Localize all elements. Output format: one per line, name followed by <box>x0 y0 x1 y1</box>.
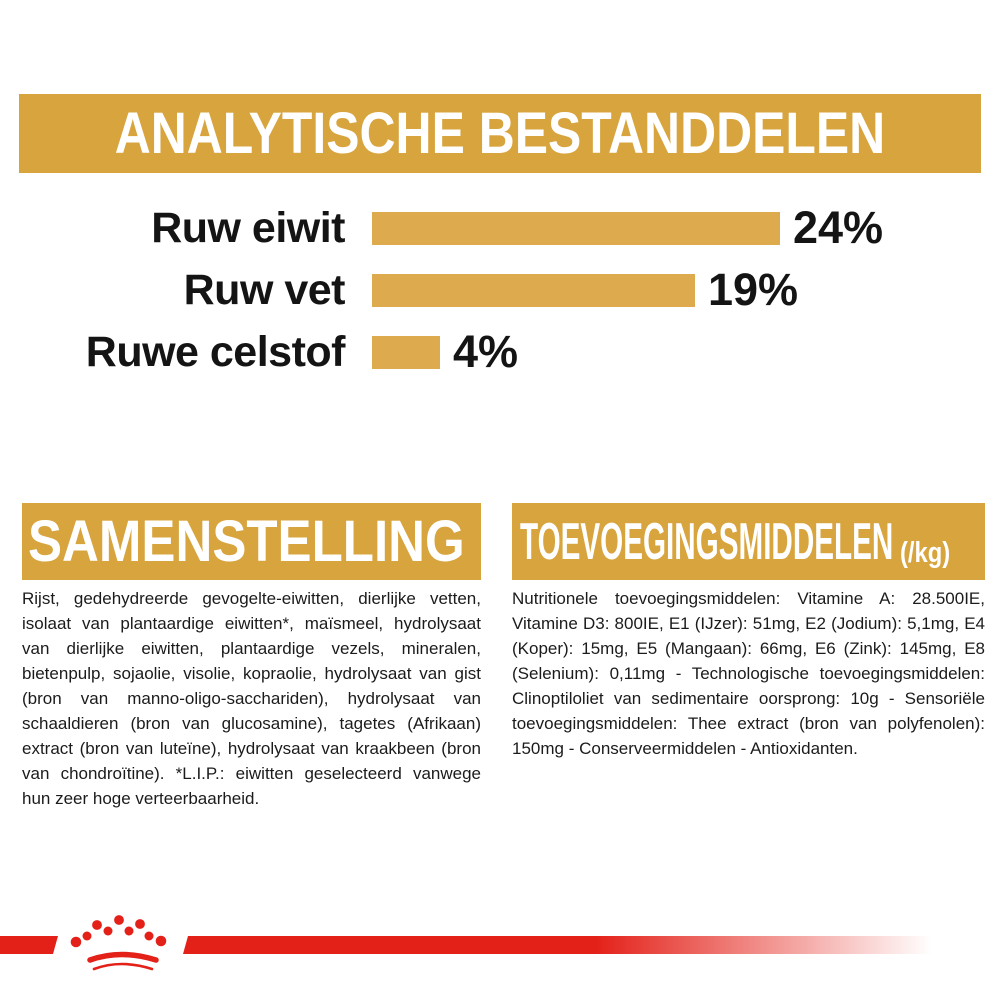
composition-title: SAMENSTELLING <box>28 509 465 574</box>
additives-header: TOEVOEGINGSMIDDELEN (/kg) <box>512 503 985 580</box>
composition-header: SAMENSTELLING <box>22 503 481 580</box>
chart-value-label: 4% <box>453 326 519 377</box>
chart-category-label: Ruw vet <box>183 265 346 314</box>
chart-row: Ruw eiwit 24% <box>0 197 1000 259</box>
royal-canin-crown-icon <box>70 915 167 971</box>
chart-category-label: Ruwe celstof <box>85 327 346 376</box>
chart-category-label: Ruw eiwit <box>151 203 345 252</box>
composition-body: Rijst, gedehydreerde gevogelte-eiwitten,… <box>22 589 481 808</box>
chart-value-label: 19% <box>708 264 799 315</box>
chart-row: Ruw vet 19% <box>0 259 1000 321</box>
chart-value-label: 24% <box>793 202 884 253</box>
divider-band-right <box>183 936 932 954</box>
additives-body: Nutritionele toevoegingsmiddelen: Vitami… <box>512 589 985 758</box>
chart-row: Ruwe celstof 4% <box>0 321 1000 383</box>
analytic-components-title: ANALYTISCHE BESTANDDELEN <box>114 101 886 166</box>
chart-bar <box>372 273 695 307</box>
additives-title: TOEVOEGINGSMIDDELEN <box>520 512 894 571</box>
divider-band-left <box>0 936 58 954</box>
chart-bar <box>372 211 780 245</box>
analytic-components-header: ANALYTISCHE BESTANDDELEN <box>19 94 981 173</box>
analytic-bar-chart: Ruw eiwit 24% Ruw vet 19% Ruwe celstof 4… <box>0 197 1000 383</box>
additives-title-unit: (/kg) <box>900 537 951 569</box>
chart-bar <box>372 335 440 369</box>
